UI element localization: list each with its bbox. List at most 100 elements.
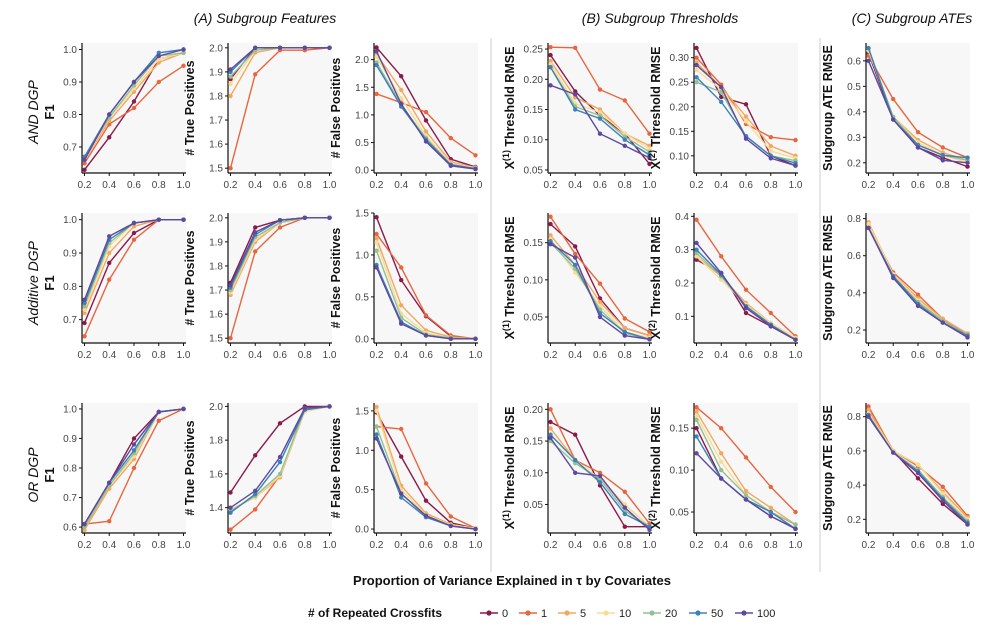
panel-r2-c0: 0.6 0.7 0.8 0.9 1.0 0.2 0.4 0.6 0.8 1.0	[63, 403, 191, 551]
y-tick-label: 0.1	[675, 312, 689, 323]
y-tick-label: 1.7	[209, 116, 223, 127]
panel-r2-c1: 1.4 1.6 1.8 2.0 0.2 0.4 0.6 0.8 1.0 # True Positi…	[183, 402, 337, 551]
data-point	[743, 455, 749, 460]
data-point	[694, 247, 699, 252]
panel-r1-c0: 0.7 0.8 0.9 1.0 0.2 0.4 0.6 0.8 1.0	[63, 213, 191, 361]
y-axis-label: X(2) Threshold RMSE	[647, 47, 663, 170]
section-titles: (A) Subgroup Features (B) Subgroup Thres…	[194, 10, 973, 26]
y-axis-label: # True Positives	[183, 60, 197, 155]
x-tick-label: 0.6	[127, 180, 141, 191]
y-tick-label: 0.8	[63, 464, 77, 475]
panel-r0-c4: 0.10 0.15 0.20 0.25 0.30 0.2 0.4 0.6 0.8 1.0 X(2) …	[647, 43, 803, 191]
y-axis-label-superscript: (2)	[647, 510, 657, 521]
data-point	[374, 240, 379, 245]
data-point	[573, 251, 578, 257]
data-point	[374, 424, 379, 429]
y-tick-label: 0.20	[670, 102, 690, 113]
data-point	[107, 480, 112, 485]
data-point	[399, 321, 404, 326]
data-point	[228, 74, 233, 79]
panel-r0-c2: 0.0 0.5 1.0 1.5 2.0 0.2 0.4 0.6 0.8 1.0 # False Po…	[329, 43, 483, 191]
y-tick-label: 0.9	[63, 78, 77, 89]
x-tick-label: 0.4	[568, 540, 582, 551]
data-point	[743, 136, 749, 141]
data-point	[107, 250, 112, 256]
data-point	[622, 137, 627, 142]
y-tick-label: 1.9	[209, 237, 223, 248]
data-point	[374, 91, 379, 97]
x-tick-label: 1.0	[643, 540, 657, 551]
y-tick-label: 0.10	[670, 151, 690, 162]
row-ylabel-f1-2: F1	[42, 467, 57, 482]
data-point	[228, 81, 233, 87]
data-point	[82, 320, 87, 326]
panel-background	[694, 403, 798, 533]
data-point	[768, 310, 773, 316]
data-point	[891, 275, 896, 281]
data-point	[82, 307, 87, 312]
x-tick-label: 0.2	[78, 350, 92, 361]
data-point	[473, 336, 478, 341]
data-point	[228, 67, 233, 72]
data-point	[793, 137, 798, 143]
legend-marker	[525, 610, 531, 616]
y-axis-label-text: Threshold RMSE	[649, 407, 663, 510]
data-point	[719, 270, 724, 276]
data-point	[548, 435, 553, 441]
data-point	[181, 47, 186, 52]
data-point	[399, 74, 404, 79]
data-point	[719, 451, 724, 456]
x-tick-label: 0.4	[102, 180, 116, 191]
x-tick-label: 0.6	[273, 180, 287, 191]
data-point	[107, 519, 112, 524]
data-point	[374, 265, 379, 270]
legend-label: 1	[541, 608, 547, 620]
data-point	[107, 112, 112, 117]
y-tick-label: 0.20	[524, 405, 544, 416]
x-tick-label: 0.6	[911, 540, 925, 551]
data-point	[473, 153, 478, 158]
y-axis-label: X(1) Threshold RMSE	[501, 217, 517, 340]
legend-marker	[741, 610, 747, 616]
data-point	[253, 453, 258, 458]
y-axis-label: Subgroup ATE RMSE	[821, 45, 835, 171]
data-point	[719, 254, 724, 259]
x-tick-label: 1.0	[961, 540, 975, 551]
legend-label: 0	[502, 608, 508, 620]
y-tick-label: 0.3	[675, 245, 689, 256]
data-point	[374, 215, 379, 220]
y-axis-label-superscript: (1)	[501, 510, 511, 521]
x-tick-label: 0.6	[593, 540, 607, 551]
data-point	[374, 432, 379, 437]
data-point	[399, 491, 404, 496]
data-point	[719, 459, 724, 464]
x-tick-label: 0.2	[690, 180, 704, 191]
data-point	[597, 299, 603, 305]
data-point	[768, 324, 773, 329]
data-point	[302, 45, 307, 50]
y-tick-label: 0.4	[675, 212, 689, 223]
x-tick-label: 0.4	[394, 180, 408, 191]
legend-label: 50	[711, 608, 723, 620]
data-point	[694, 217, 699, 222]
data-point	[374, 248, 379, 253]
panel-background	[228, 213, 332, 343]
x-tick-label: 1.0	[469, 180, 483, 191]
y-axis-label: X(1) Threshold RMSE	[501, 47, 517, 170]
data-point	[548, 242, 553, 247]
x-tick-label: 1.0	[469, 350, 483, 361]
data-point	[647, 155, 652, 161]
data-point	[719, 94, 724, 100]
data-point	[647, 527, 652, 532]
data-point	[399, 426, 404, 432]
data-point	[107, 135, 112, 140]
panel-background	[866, 213, 970, 343]
data-point	[622, 524, 627, 529]
data-point	[277, 454, 283, 460]
x-tick-label: 1.0	[961, 350, 975, 361]
data-point	[107, 260, 112, 266]
data-point	[694, 254, 699, 259]
legend-entry-5: 5	[558, 608, 586, 620]
legend-entry-0: 0	[480, 608, 508, 620]
data-point	[327, 404, 332, 409]
